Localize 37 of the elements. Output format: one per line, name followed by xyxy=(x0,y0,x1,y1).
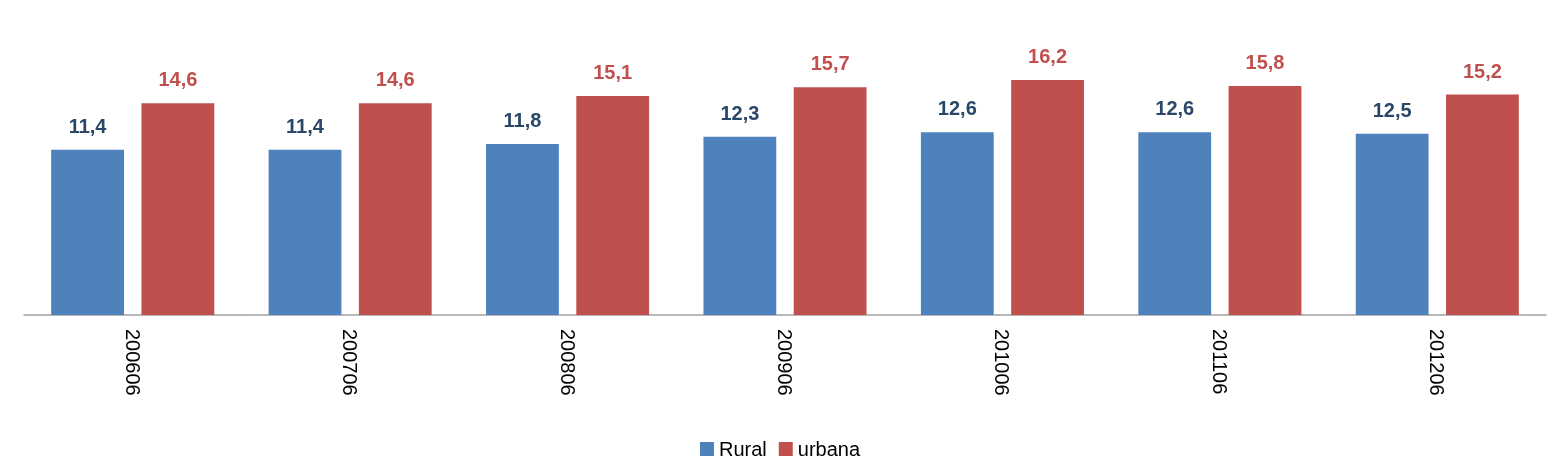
data-label: 15,1 xyxy=(593,61,633,84)
data-label: 12,6 xyxy=(937,97,977,120)
legend-label: Rural xyxy=(718,438,767,460)
bar xyxy=(141,103,215,315)
data-label: 14,6 xyxy=(375,68,415,91)
x-tick-label: 201206 xyxy=(1426,329,1449,396)
data-label: 11,4 xyxy=(68,114,108,137)
bar xyxy=(1446,94,1519,315)
bar xyxy=(1011,80,1084,315)
data-label: 16,2 xyxy=(1028,45,1068,68)
x-tick-label: 200806 xyxy=(556,329,579,396)
x-tick-label: 201106 xyxy=(1208,329,1231,395)
bar xyxy=(1228,85,1302,315)
data-label: 12,3 xyxy=(720,101,760,124)
bar xyxy=(1138,132,1212,315)
bar xyxy=(51,149,124,315)
data-label: 11,4 xyxy=(286,114,325,137)
x-tick-label: 201006 xyxy=(991,329,1014,396)
bar xyxy=(703,136,777,315)
bar xyxy=(793,87,867,315)
data-label: 15,8 xyxy=(1245,50,1285,73)
x-tick-label: 200606 xyxy=(121,329,144,396)
x-tick-label: 200906 xyxy=(774,329,796,396)
bar xyxy=(268,149,342,315)
legend-label: urbana xyxy=(797,438,861,460)
data-label: 12,5 xyxy=(1372,98,1412,121)
data-label: 15,7 xyxy=(810,52,850,75)
bar xyxy=(920,132,994,315)
data-label: 12,6 xyxy=(1155,97,1195,120)
data-label: 15,2 xyxy=(1462,59,1502,82)
bar xyxy=(576,96,650,315)
x-tick-label: 200706 xyxy=(339,329,362,396)
bar xyxy=(486,143,559,315)
data-label: 11,8 xyxy=(503,108,542,131)
bar xyxy=(358,103,432,315)
data-label: 14,6 xyxy=(158,68,198,91)
bar xyxy=(1355,133,1429,315)
